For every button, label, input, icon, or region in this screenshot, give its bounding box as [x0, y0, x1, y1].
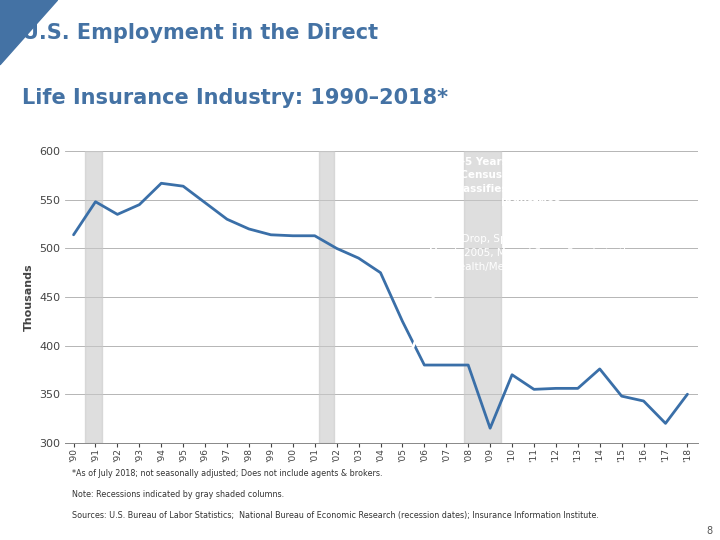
Bar — [464, 151, 501, 443]
Bar — [42, 517, 51, 529]
Bar — [42, 503, 51, 515]
Bar — [19, 517, 28, 529]
Text: 8: 8 — [706, 525, 713, 536]
Text: Sources: U.S. Bureau of Labor Statistics;  National Bureau of Economic Research : Sources: U.S. Bureau of Labor Statistics… — [72, 511, 599, 519]
Text: This Drop, Spread Over March 2004–
March 2005, Moved Some People to the
Health/M: This Drop, Spread Over March 2004– March… — [429, 234, 636, 272]
Bar — [19, 503, 28, 515]
Bar — [31, 517, 40, 529]
Text: Life Insurance Industry: 1990–2018*: Life Insurance Industry: 1990–2018* — [22, 87, 448, 107]
Bar — [31, 503, 40, 515]
Bar — [319, 151, 335, 443]
Bar — [84, 151, 102, 443]
Text: U.S. Employment in the Direct: U.S. Employment in the Direct — [22, 23, 378, 43]
Bar — [31, 489, 40, 501]
Y-axis label: Thousands: Thousands — [24, 263, 34, 331]
Text: Note: Recessions indicated by gray shaded columns.: Note: Recessions indicated by gray shade… — [72, 490, 284, 499]
Text: *As of July 2018; not seasonally adjusted; Does not include agents & brokers.: *As of July 2018; not seasonally adjuste… — [72, 469, 382, 478]
Text: Every 4–5 Years BLS Reconciles its Data
with Census Data; Sometimes This
Reclass: Every 4–5 Years BLS Reconciles its Data … — [416, 157, 649, 208]
Bar — [42, 489, 51, 501]
Polygon shape — [0, 0, 58, 65]
Bar — [19, 489, 28, 501]
